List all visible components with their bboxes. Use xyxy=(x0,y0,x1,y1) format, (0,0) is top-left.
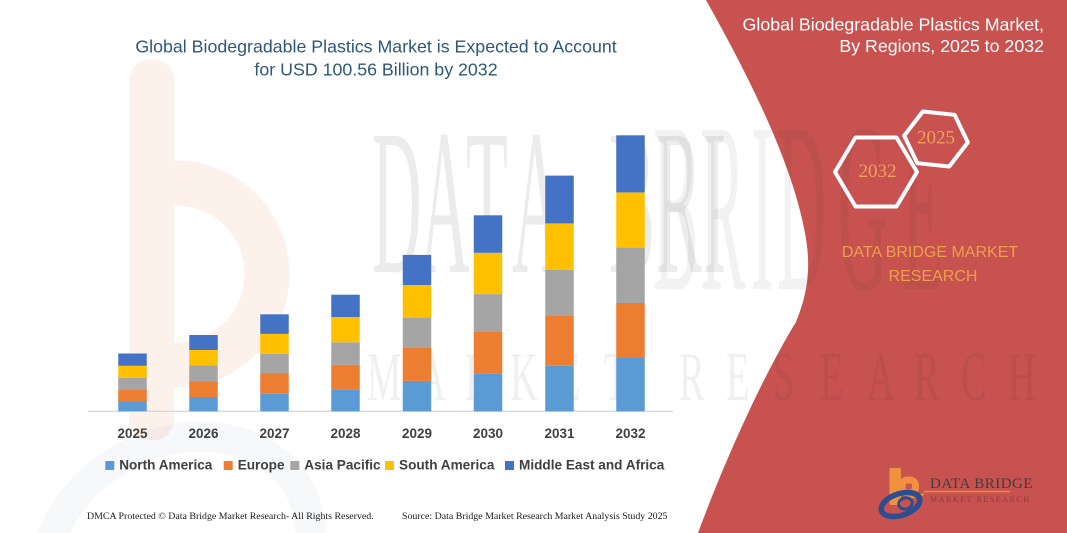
svg-text:Global Biodegradable Plastics: Global Biodegradable Plastics Market, xyxy=(743,15,1044,35)
svg-text:2025: 2025 xyxy=(917,128,955,149)
svg-text:Asia Pacific: Asia Pacific xyxy=(304,458,381,473)
svg-text:MARKET RESEARCH: MARKET RESEARCH xyxy=(930,495,1031,504)
svg-text:2027: 2027 xyxy=(259,426,289,441)
svg-text:E: E xyxy=(726,339,750,416)
svg-text:K: K xyxy=(510,339,538,416)
svg-text:for USD 100.56 Billion by 2032: for USD 100.56 Billion by 2032 xyxy=(254,60,497,80)
svg-text:Europe: Europe xyxy=(238,458,285,473)
svg-text:M: M xyxy=(367,339,401,416)
svg-text:2025: 2025 xyxy=(117,426,148,441)
svg-text:2028: 2028 xyxy=(330,426,361,441)
svg-text:R: R xyxy=(700,72,745,342)
svg-text:DATA BRIDGE MARKET: DATA BRIDGE MARKET xyxy=(842,244,1019,261)
svg-text:R: R xyxy=(679,339,705,416)
svg-text:North America: North America xyxy=(119,458,213,473)
svg-text:South America: South America xyxy=(399,458,495,473)
svg-text:By Regions, 2025 to 2032: By Regions, 2025 to 2032 xyxy=(839,36,1044,56)
svg-text:R: R xyxy=(656,88,702,318)
svg-text:R: R xyxy=(914,339,940,416)
svg-text:2026: 2026 xyxy=(188,426,219,441)
svg-text:D: D xyxy=(777,72,826,342)
svg-text:2031: 2031 xyxy=(544,426,575,441)
svg-text:E: E xyxy=(820,339,844,416)
svg-text:DMCA Protected © Data Bridge M: DMCA Protected © Data Bridge Market Rese… xyxy=(87,511,374,522)
svg-text:C: C xyxy=(961,339,987,416)
svg-text:Source: Data Bridge Market Res: Source: Data Bridge Market Research Mark… xyxy=(402,511,668,522)
svg-text:Middle East and Africa: Middle East and Africa xyxy=(519,458,665,473)
svg-text:DATA BRIDGE: DATA BRIDGE xyxy=(930,476,1033,492)
svg-text:H: H xyxy=(1008,339,1036,416)
svg-text:Global Biodegradable Plastics: Global Biodegradable Plastics Market is … xyxy=(135,37,616,57)
svg-text:I: I xyxy=(751,72,774,342)
svg-text:2032: 2032 xyxy=(859,161,897,182)
svg-text:B: B xyxy=(653,72,698,342)
svg-text:2029: 2029 xyxy=(402,426,432,441)
svg-text:2032: 2032 xyxy=(615,426,645,441)
svg-text:RESEARCH: RESEARCH xyxy=(889,268,978,285)
svg-text:2030: 2030 xyxy=(473,426,503,441)
svg-text:A: A xyxy=(867,339,895,416)
svg-text:I: I xyxy=(703,88,726,318)
svg-text:S: S xyxy=(773,339,794,416)
